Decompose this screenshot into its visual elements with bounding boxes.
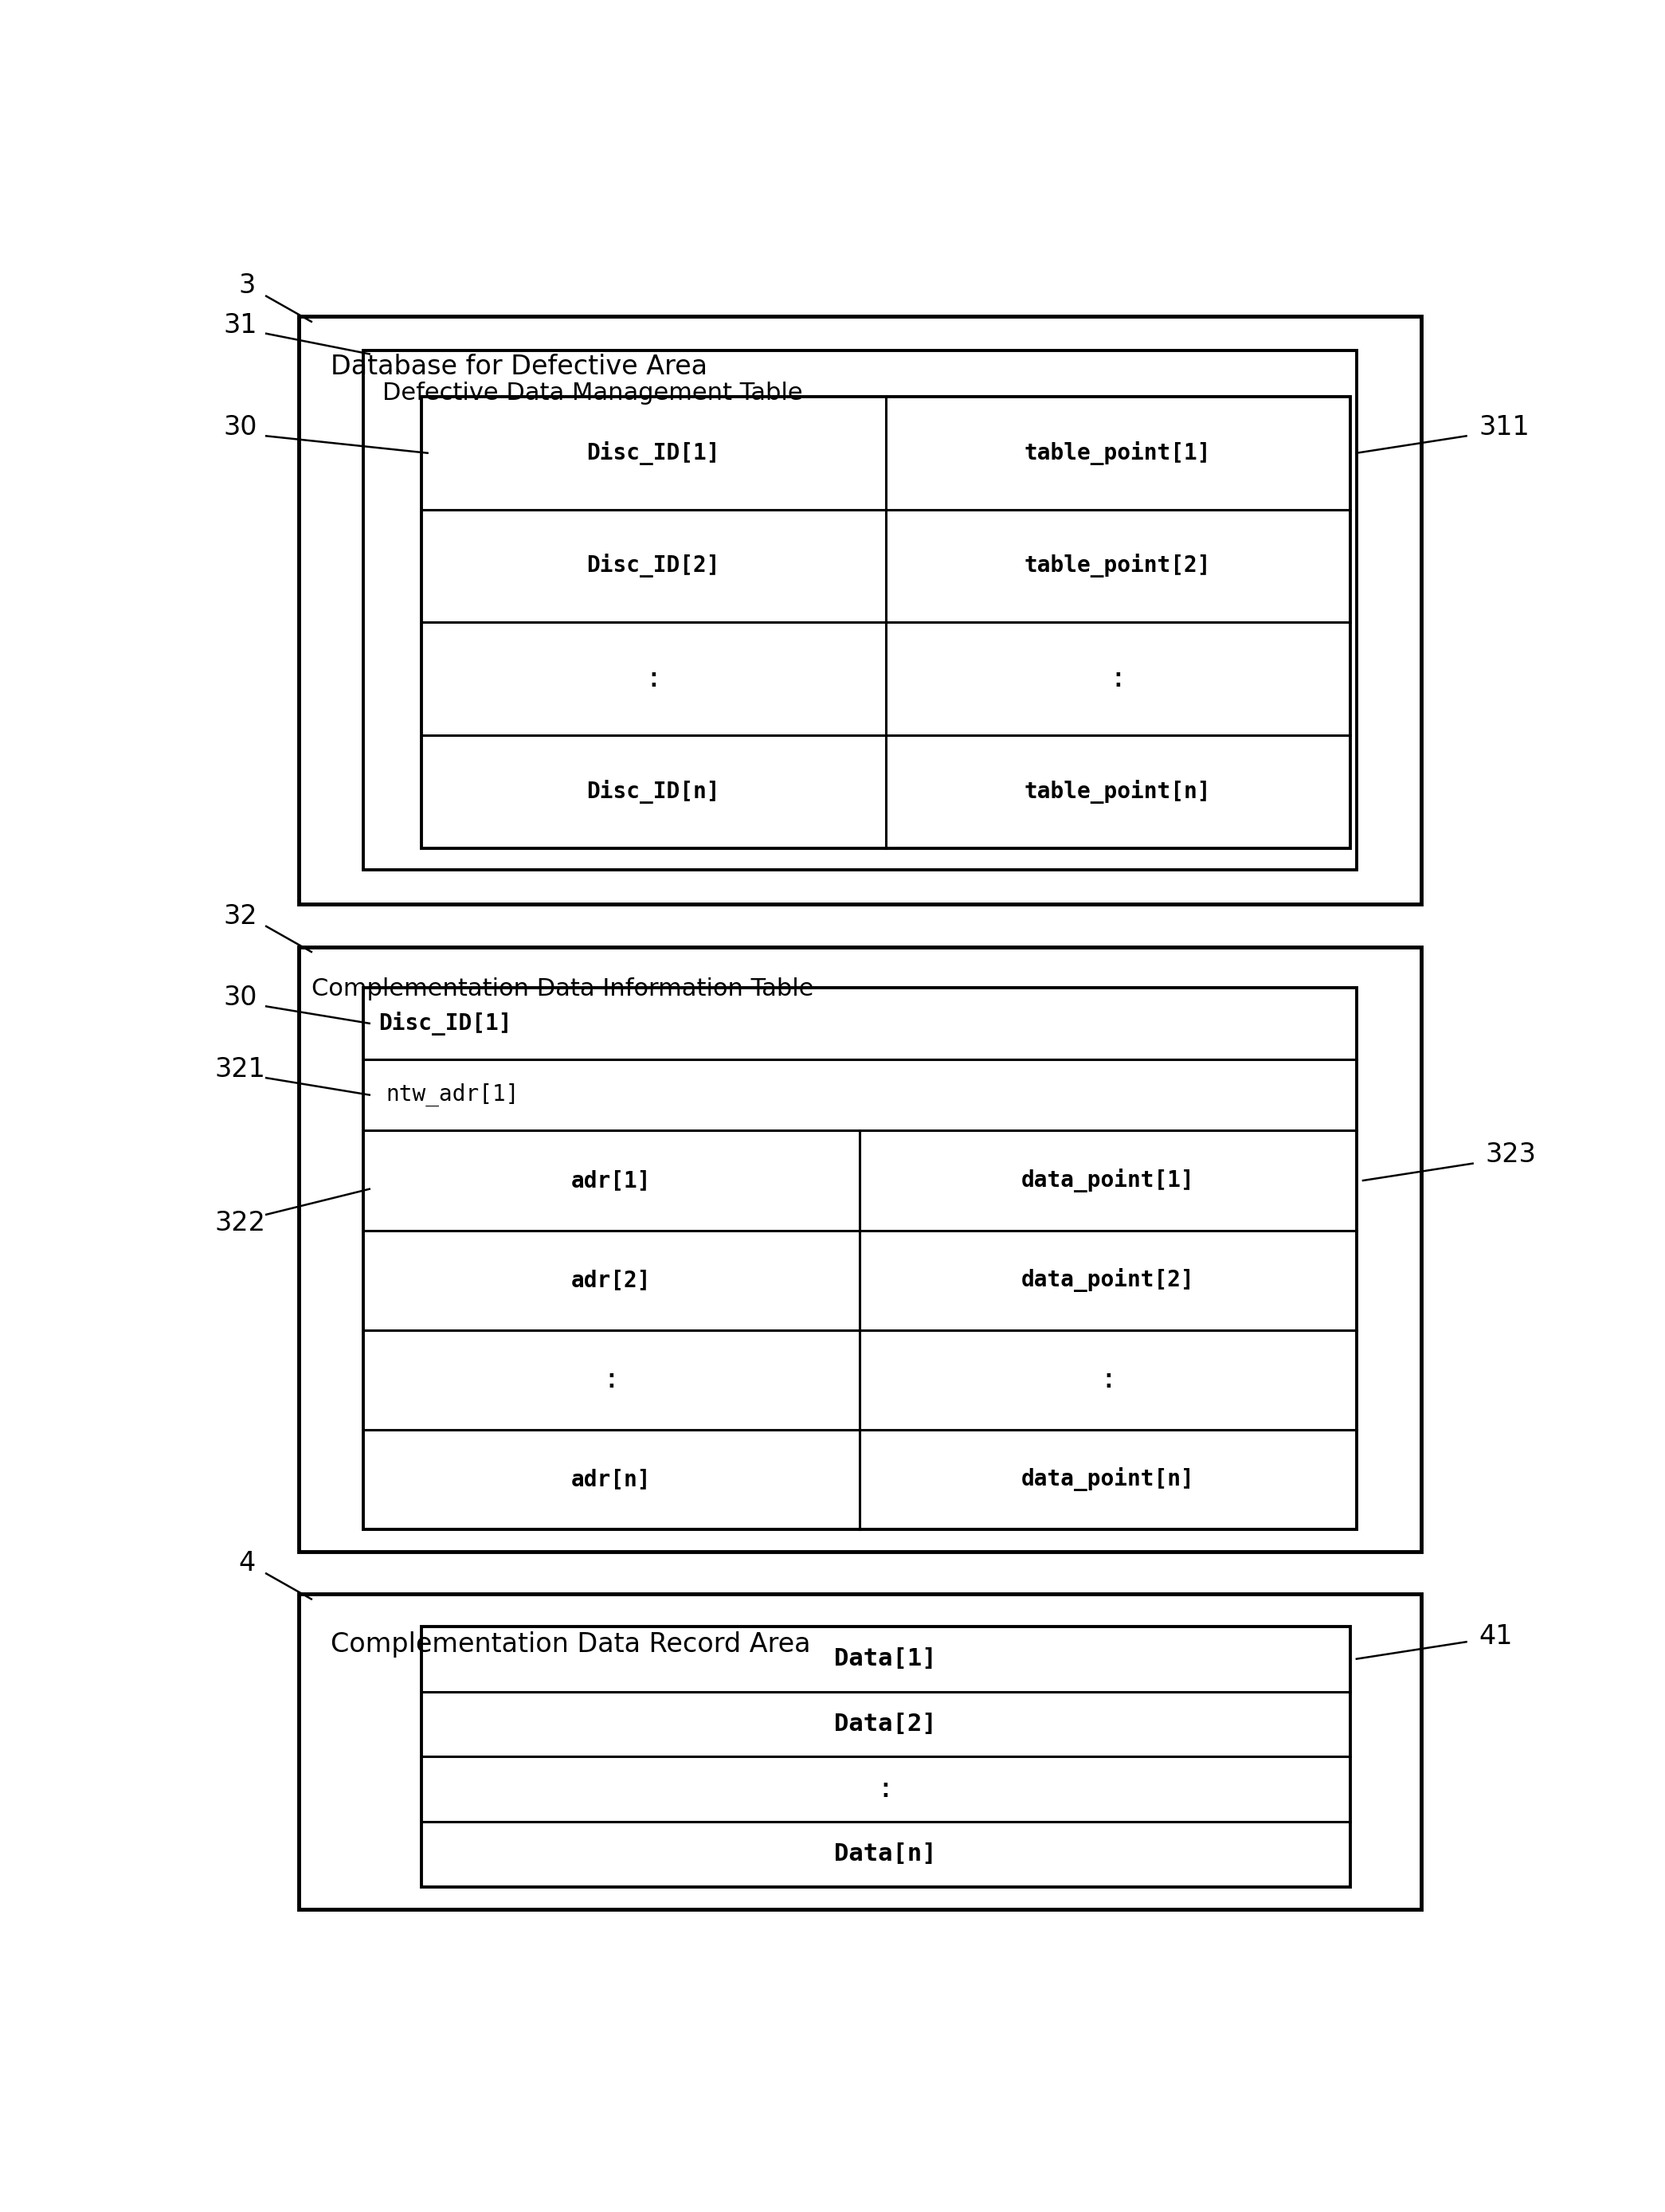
Text: 41: 41 — [1479, 1624, 1513, 1650]
Text: Disc_ID[n]: Disc_ID[n] — [586, 779, 719, 803]
Text: 3: 3 — [238, 272, 255, 299]
Text: :: : — [603, 1367, 619, 1394]
Text: Data[n]: Data[n] — [834, 1843, 937, 1867]
Text: 322: 322 — [215, 1210, 266, 1237]
Text: 32: 32 — [223, 902, 258, 929]
Text: table_point[2]: table_point[2] — [1024, 553, 1210, 577]
Text: data_point[1]: data_point[1] — [1021, 1168, 1195, 1192]
Text: 31: 31 — [223, 312, 258, 338]
Text: 311: 311 — [1479, 414, 1530, 440]
Text: :: : — [1099, 1367, 1117, 1394]
Text: ntw_adr[1]: ntw_adr[1] — [386, 1084, 519, 1106]
Text: 4: 4 — [238, 1551, 255, 1577]
Text: Disc_ID[1]: Disc_ID[1] — [586, 440, 719, 465]
Text: 323: 323 — [1485, 1141, 1537, 1168]
Bar — [298, 316, 1420, 905]
Text: Data[2]: Data[2] — [834, 1712, 937, 1736]
Text: 30: 30 — [223, 414, 258, 440]
Text: Disc_ID[1]: Disc_ID[1] — [378, 1011, 511, 1035]
Text: adr[n]: adr[n] — [571, 1469, 651, 1491]
Text: adr[2]: adr[2] — [571, 1270, 651, 1292]
Bar — [298, 947, 1420, 1551]
Text: :: : — [644, 666, 663, 692]
Text: table_point[1]: table_point[1] — [1024, 440, 1210, 465]
Text: table_point[n]: table_point[n] — [1024, 779, 1210, 803]
Bar — [298, 1595, 1420, 1909]
Text: data_point[2]: data_point[2] — [1021, 1267, 1195, 1292]
Bar — [363, 349, 1357, 869]
Text: Complementation Data Record Area: Complementation Data Record Area — [331, 1632, 811, 1657]
Bar — [421, 1626, 1350, 1887]
Text: data_point[n]: data_point[n] — [1021, 1467, 1195, 1491]
Bar — [421, 396, 1350, 847]
Text: :: : — [1109, 666, 1127, 692]
Text: 321: 321 — [215, 1055, 266, 1082]
Text: Data[1]: Data[1] — [834, 1648, 937, 1670]
Text: Defective Data Management Table: Defective Data Management Table — [383, 380, 803, 405]
Bar — [363, 987, 1357, 1528]
Text: 30: 30 — [223, 984, 258, 1011]
Text: Database for Defective Area: Database for Defective Area — [331, 354, 708, 380]
Text: adr[1]: adr[1] — [571, 1170, 651, 1192]
Text: Disc_ID[2]: Disc_ID[2] — [586, 553, 719, 577]
Text: :: : — [877, 1776, 894, 1803]
Text: Complementation Data Information Table: Complementation Data Information Table — [311, 978, 814, 1000]
